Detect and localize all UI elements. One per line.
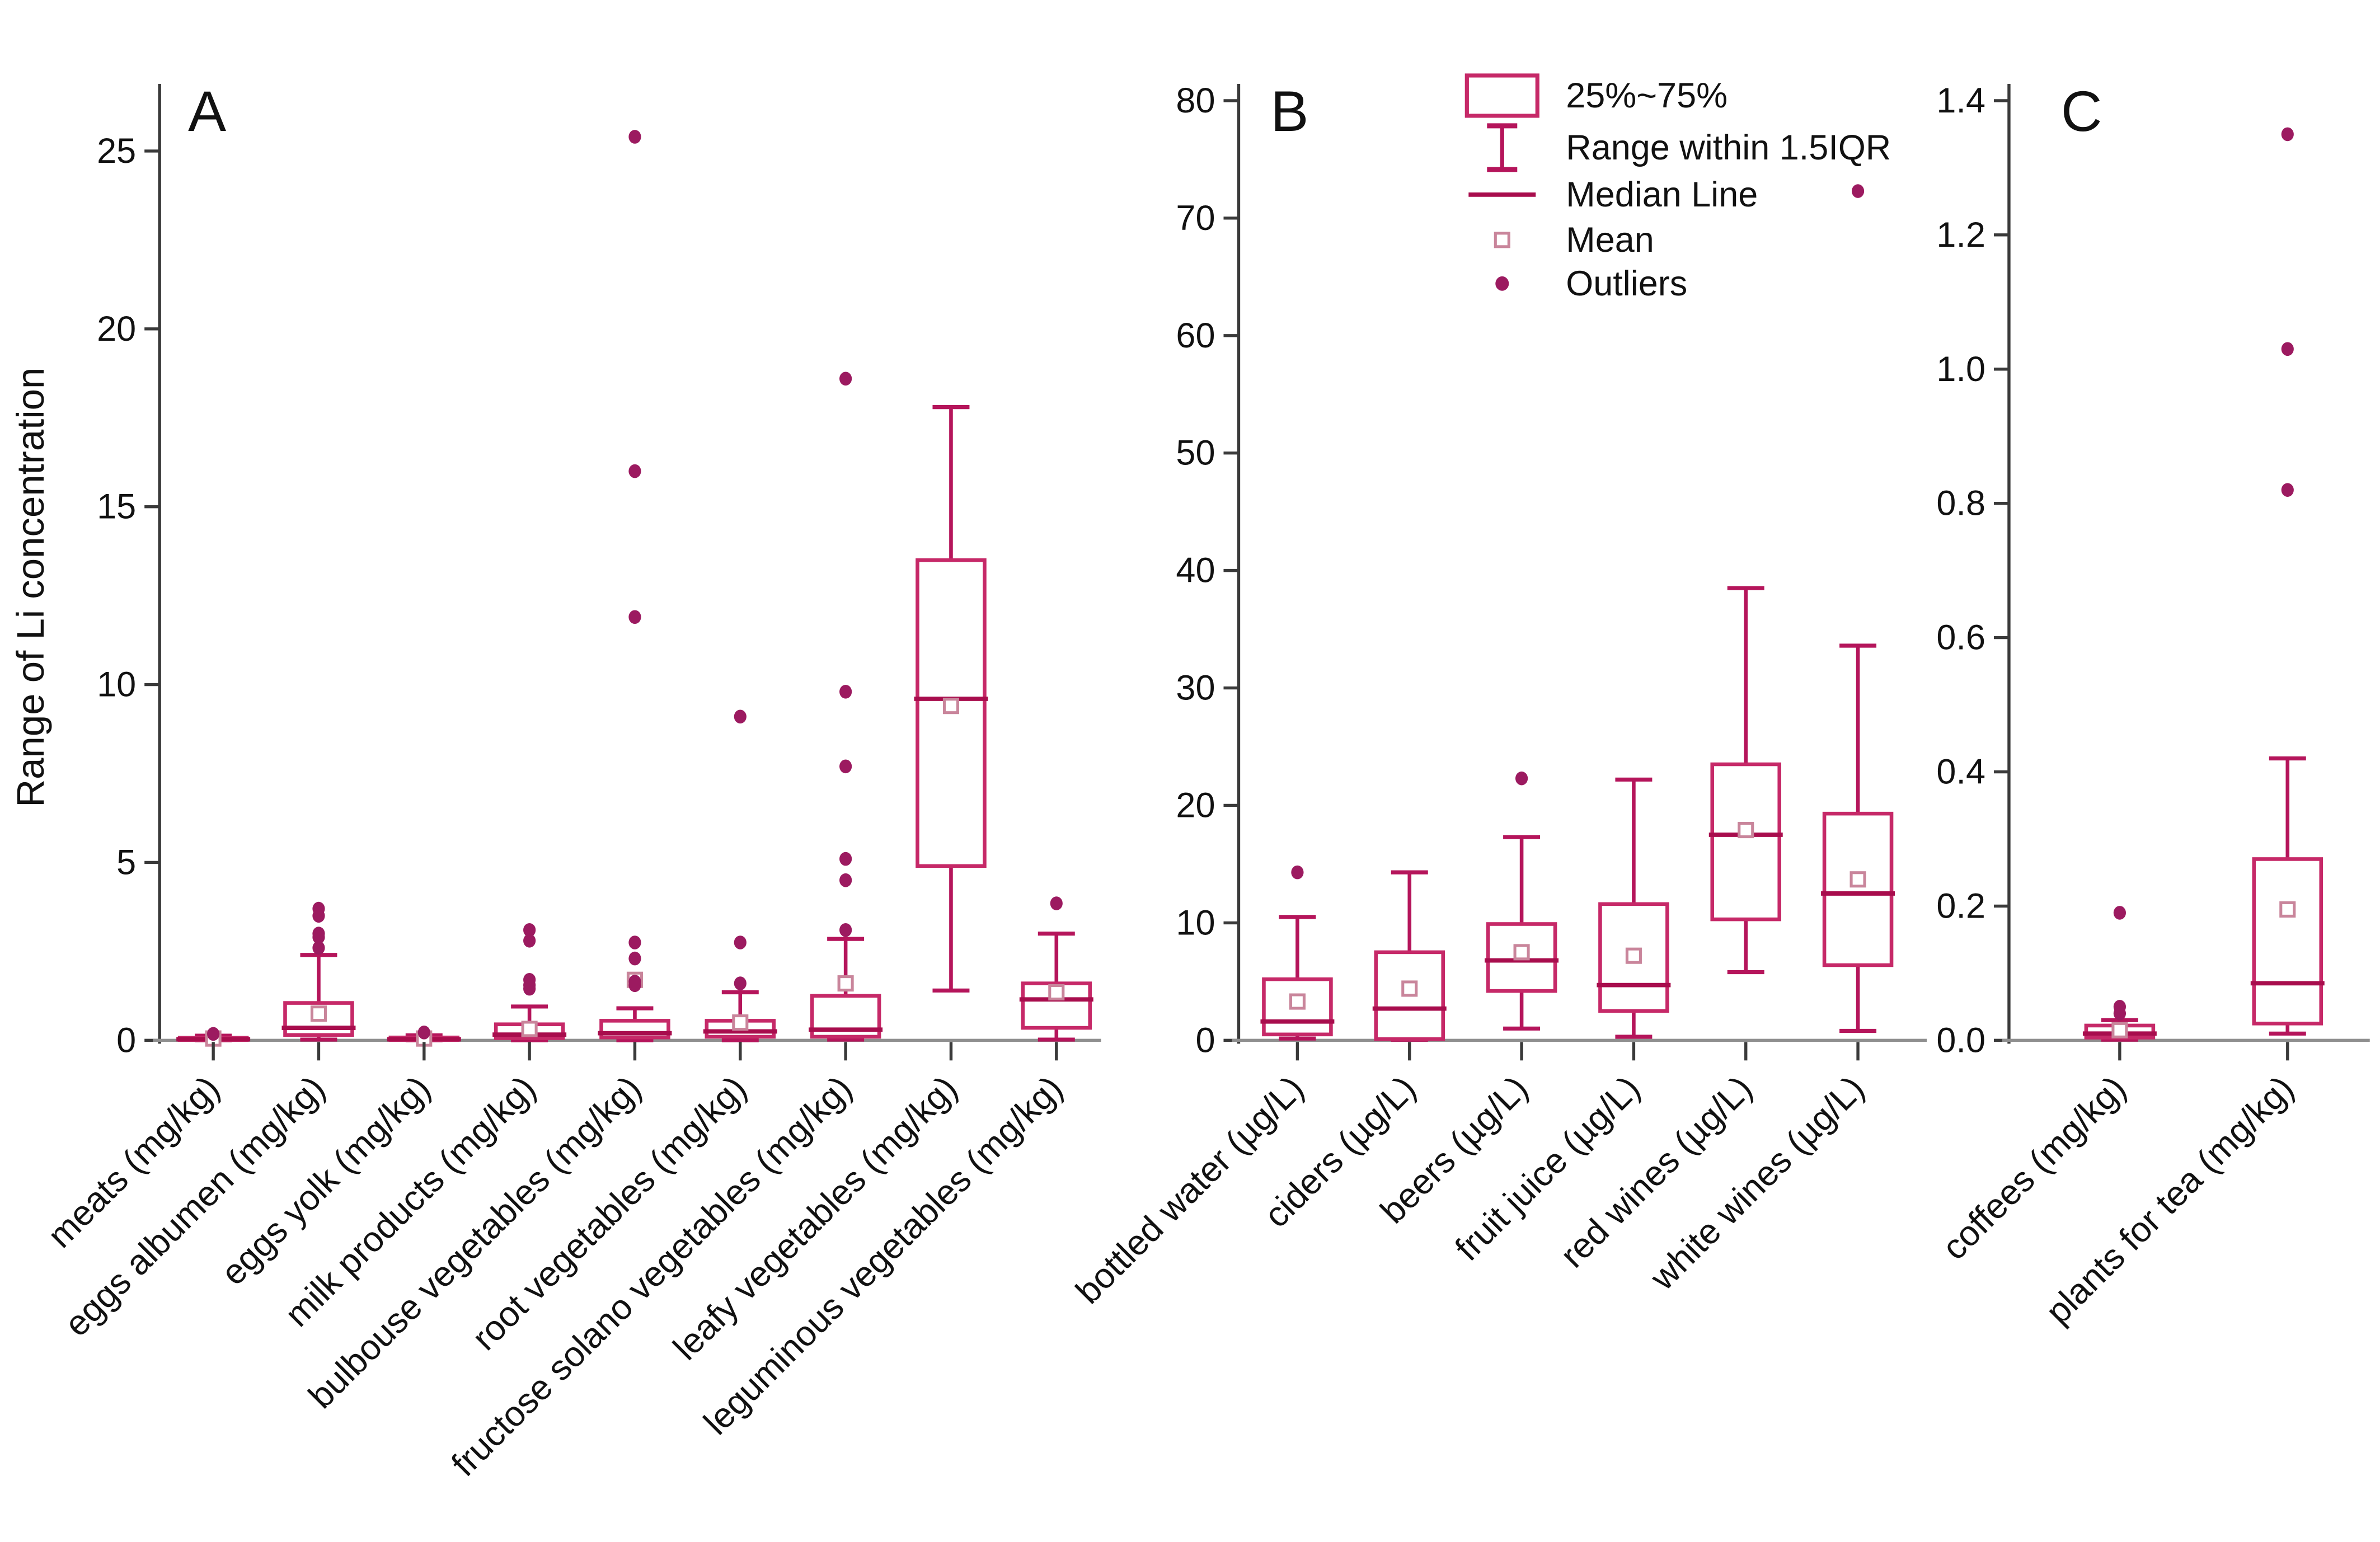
panel-a-box-7-outlier-dot bbox=[839, 684, 852, 699]
panel-c-box-2-outlier-dot bbox=[2281, 483, 2294, 497]
panel-a-box-7-outlier-dot bbox=[839, 852, 852, 866]
legend-label-2: Range within 1.5IQR bbox=[1566, 128, 1891, 167]
panel-b-box-5-mean-marker bbox=[1738, 822, 1754, 839]
panel-c-box-1-mean-marker bbox=[2111, 1022, 2128, 1038]
panel-a-box-2-outlier-dot bbox=[312, 941, 325, 955]
panel-a-box-9-mean-marker bbox=[1048, 984, 1065, 1001]
panel-b-box-3-outlier-dot bbox=[1515, 771, 1528, 786]
panel-a-box-5-outlier-dot bbox=[628, 935, 641, 949]
panel-a-box-5-outlier-dot bbox=[628, 951, 641, 966]
panel-a-box-5-outlier-dot bbox=[628, 130, 641, 144]
panel-a-box-6-outlier-dot bbox=[734, 709, 747, 724]
panel-c-ytick-label: 0.0 bbox=[1936, 1021, 1985, 1060]
panel-a-box-3-outlier-dot bbox=[417, 1026, 430, 1040]
panel-b-ytick-label: 60 bbox=[1176, 316, 1215, 355]
panel-c-box-2-outlier-dot bbox=[2281, 342, 2294, 356]
panel-b-ytick-label: 10 bbox=[1176, 903, 1215, 942]
panel-a-box-2-mean-marker bbox=[310, 1005, 327, 1022]
panel-a-ytick-label: 5 bbox=[116, 843, 136, 882]
panel-b-ytick-label: 30 bbox=[1176, 669, 1215, 708]
panel-a-box-4-outlier-dot bbox=[523, 923, 536, 937]
panel-a-box-9-iqr-box bbox=[1021, 981, 1092, 1030]
panel-b-box-6-outlier-dot bbox=[1851, 184, 1865, 198]
panel-b-box-6-iqr-box bbox=[1822, 811, 1894, 967]
panel-a-ytick-label: 15 bbox=[97, 487, 136, 526]
panel-c-box-2-mean-marker bbox=[2279, 901, 2296, 918]
panel-c-box-1-outlier-dot bbox=[2113, 906, 2126, 920]
panel-a-box-4-outlier-dot bbox=[523, 972, 536, 987]
panel-b-ytick-label: 70 bbox=[1176, 199, 1215, 238]
legend-label-4: Mean bbox=[1566, 220, 1654, 260]
panel-b-ytick-label: 40 bbox=[1176, 551, 1215, 590]
panel-a-box-7-outlier-dot bbox=[839, 372, 852, 386]
panel-c-box-2-iqr-box bbox=[2252, 857, 2323, 1026]
panel-b-ytick-label: 0 bbox=[1195, 1021, 1215, 1060]
legend-label-3: Median Line bbox=[1566, 175, 1758, 214]
panel-a-box-7-outlier-dot bbox=[839, 759, 852, 774]
panel-a-ytick-label: 25 bbox=[97, 131, 136, 171]
panel-b-box-3-mean-marker bbox=[1513, 944, 1530, 961]
panel-b-letter: B bbox=[1270, 79, 1308, 143]
panel-a-ytick-label: 0 bbox=[116, 1021, 136, 1060]
legend-iqr-box-symbol bbox=[1464, 73, 1539, 118]
legend-label-1: 25%~75% bbox=[1566, 76, 1728, 115]
panel-b-box-5-iqr-box bbox=[1710, 762, 1782, 922]
panel-a-box-7-outlier-dot bbox=[839, 873, 852, 887]
panel-a-box-7-mean-marker bbox=[837, 975, 854, 992]
panel-b-box-6-mean-marker bbox=[1849, 871, 1866, 888]
panel-a-box-2-outlier-dot bbox=[312, 927, 325, 941]
panel-c-ytick-label: 1.0 bbox=[1936, 350, 1985, 389]
panel-c-ytick-label: 0.6 bbox=[1936, 618, 1985, 657]
panel-a-box-4-mean-marker bbox=[521, 1021, 538, 1037]
panel-c-ytick-label: 1.2 bbox=[1936, 215, 1985, 255]
panel-b-box-4-mean-marker bbox=[1625, 947, 1642, 964]
panel-a-ytick-label: 10 bbox=[97, 665, 136, 704]
panel-a-box-8-mean-marker bbox=[942, 698, 959, 714]
panel-a-box-4-outlier-dot bbox=[523, 934, 536, 948]
legend-label-5: Outliers bbox=[1566, 264, 1687, 303]
panel-c-ytick-label: 0.8 bbox=[1936, 484, 1985, 523]
panel-c-ytick-label: 0.4 bbox=[1936, 752, 1985, 791]
panel-c-ytick-label: 1.4 bbox=[1936, 81, 1985, 120]
panel-b-ytick-label: 50 bbox=[1176, 434, 1215, 473]
panel-a-box-6-outlier-dot bbox=[734, 976, 747, 990]
panel-c-ytick-label: 0.2 bbox=[1936, 886, 1985, 925]
panel-a-box-9-outlier-dot bbox=[1050, 896, 1063, 910]
panel-a-ytick-label: 20 bbox=[97, 309, 136, 349]
panel-a-box-6-mean-marker bbox=[732, 1014, 749, 1031]
panel-a-box-1-outlier-dot bbox=[207, 1027, 220, 1041]
panel-b-ytick-label: 20 bbox=[1176, 786, 1215, 825]
panel-a-box-7-outlier-dot bbox=[839, 923, 852, 937]
panel-b-box-1-outlier-dot bbox=[1291, 865, 1304, 880]
panel-a-box-6-outlier-dot bbox=[734, 935, 747, 949]
panel-c-box-2-outlier-dot bbox=[2281, 127, 2294, 142]
panel-b-box-2-mean-marker bbox=[1401, 980, 1418, 997]
panel-c-box-1-outlier-dot bbox=[2113, 1000, 2126, 1014]
panel-a-box-2-outlier-dot bbox=[312, 901, 325, 916]
panel-b-ytick-label: 80 bbox=[1176, 81, 1215, 120]
legend-outlier-symbol bbox=[1495, 276, 1509, 291]
legend-mean-symbol bbox=[1494, 232, 1510, 248]
panel-a-box-5-outlier-dot bbox=[628, 610, 641, 624]
y-axis-title: Range of Li concentration bbox=[9, 368, 52, 807]
panel-c-letter: C bbox=[2061, 79, 2102, 143]
panel-b-box-1-mean-marker bbox=[1289, 993, 1306, 1010]
panel-a-box-5-outlier-dot bbox=[628, 464, 641, 478]
panel-a-box-5-outlier-dot bbox=[628, 975, 641, 989]
panel-b-box-4-iqr-box bbox=[1598, 902, 1669, 1013]
panel-a-letter: A bbox=[188, 79, 226, 143]
